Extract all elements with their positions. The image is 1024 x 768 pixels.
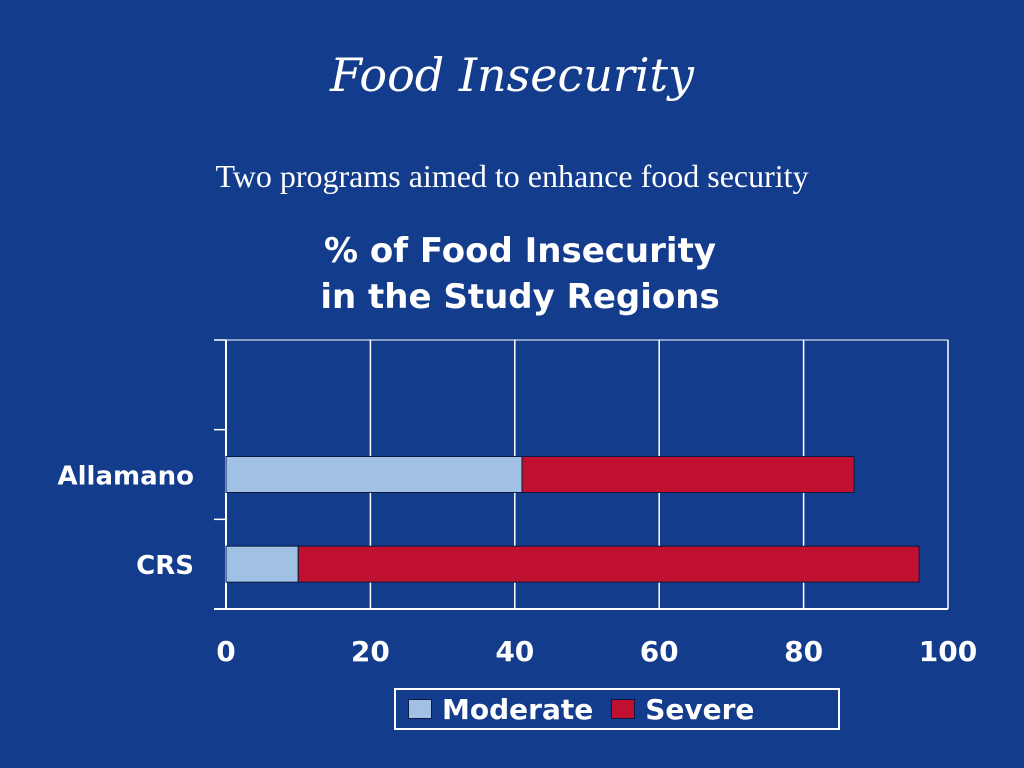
chart-legend: Moderate Severe — [394, 688, 840, 730]
slide-subtitle: Two programs aimed to enhance food secur… — [215, 158, 809, 194]
bar-severe-allamano — [521, 456, 855, 493]
y-category-label: CRS — [136, 551, 194, 581]
x-tick-label: 80 — [784, 635, 823, 668]
y-category-label: Allamano — [58, 462, 195, 492]
bar-moderate-allamano — [225, 456, 523, 493]
chart-title-line-1: % of Food Insecurity — [324, 231, 716, 271]
x-tick-label: 60 — [640, 635, 679, 668]
legend-label-moderate: Moderate — [442, 692, 594, 726]
bar-severe-crs — [297, 545, 920, 583]
legend-swatch-severe — [611, 699, 636, 719]
legend-swatch-moderate — [408, 699, 432, 719]
legend-item-moderate: Moderate — [408, 693, 593, 726]
chart-title: % of Food Insecurity in the Study Region… — [130, 228, 910, 320]
chart-title-line-2: in the Study Regions — [320, 277, 720, 317]
bar-moderate-crs — [225, 545, 299, 583]
x-tick-label: 20 — [351, 635, 390, 668]
x-tick-label: 100 — [919, 635, 977, 668]
slide-title: Food Insecurity — [329, 48, 695, 102]
legend-label-severe: Severe — [645, 692, 755, 726]
x-tick-label: 40 — [495, 635, 534, 668]
x-tick-label: 0 — [216, 635, 235, 668]
legend-item-severe: Severe — [611, 693, 754, 726]
